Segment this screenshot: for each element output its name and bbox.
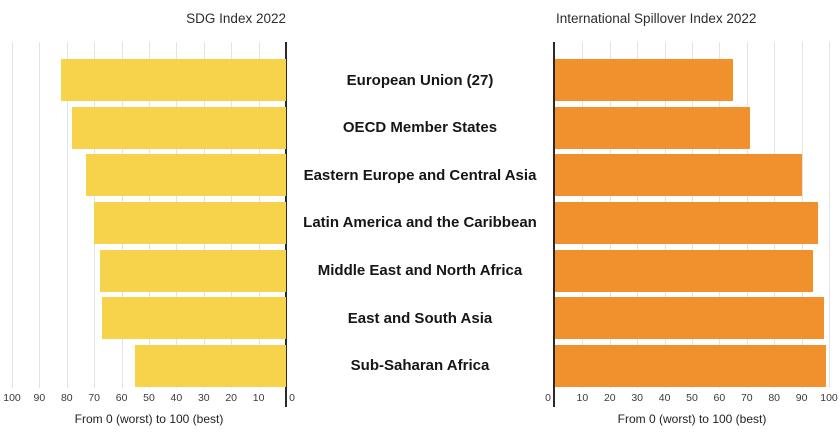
left-bar-east-and-south-asia <box>102 297 286 340</box>
right-tick-label-80: 80 <box>768 392 781 404</box>
left-tick-label-100: 100 <box>3 392 21 404</box>
region-label-oecd-member-states: OECD Member States <box>342 119 498 137</box>
left-tick-label-80: 80 <box>60 392 73 404</box>
right-tick-label-50: 50 <box>686 392 698 404</box>
right-gridline-100 <box>829 42 830 388</box>
left-axis-caption: From 0 (worst) to 100 (best) <box>74 412 224 426</box>
region-label-eastern-europe-and-central-asia: Eastern Europe and Central Asia <box>303 166 537 184</box>
right-tick-label-0: 0 <box>545 392 551 404</box>
region-label-east-and-south-asia: East and South Asia <box>347 309 493 327</box>
right-tick-label-30: 30 <box>631 392 644 404</box>
left-tick-label-0: 0 <box>289 392 295 404</box>
left-tick-label-90: 90 <box>33 392 46 404</box>
left-tick-label-40: 40 <box>170 392 183 404</box>
left-tick-label-60: 60 <box>115 392 128 404</box>
right-bar-middle-east-and-north-africa <box>555 249 813 292</box>
left-tick-label-70: 70 <box>88 392 101 404</box>
right-tick-label-20: 20 <box>603 392 616 404</box>
right-tick-label-60: 60 <box>713 392 726 404</box>
left-chart-zero-axis-line <box>285 42 287 407</box>
right-tick-label-10: 10 <box>576 392 589 404</box>
left-bar-middle-east-and-north-africa <box>99 249 286 292</box>
left-gridline-100 <box>12 42 13 388</box>
right-bar-european-union-27 <box>555 59 734 101</box>
left-tick-label-50: 50 <box>143 392 155 404</box>
left-bar-oecd-member-states <box>72 106 286 149</box>
left-chart-title: SDG Index 2022 <box>186 11 286 26</box>
region-label-european-union-27: European Union (27) <box>346 71 494 89</box>
region-label-middle-east-and-north-africa: Middle East and North Africa <box>317 262 523 280</box>
right-bar-east-and-south-asia <box>555 297 824 340</box>
left-bar-latin-america-and-the-caribbean <box>94 201 286 244</box>
left-tick-label-30: 30 <box>197 392 210 404</box>
region-label-latin-america-and-the-caribbean: Latin America and the Caribbean <box>303 214 537 232</box>
right-tick-label-100: 100 <box>820 392 838 404</box>
right-tick-label-40: 40 <box>658 392 671 404</box>
right-tick-label-70: 70 <box>740 392 753 404</box>
left-bar-european-union-27 <box>61 59 286 101</box>
right-bar-latin-america-and-the-caribbean <box>555 201 819 244</box>
right-chart-zero-axis-line <box>553 42 555 407</box>
right-axis-caption: From 0 (worst) to 100 (best) <box>617 412 767 426</box>
left-bar-eastern-europe-and-central-asia <box>85 154 286 197</box>
right-chart-title: International Spillover Index 2022 <box>556 11 757 26</box>
left-tick-label-20: 20 <box>225 392 238 404</box>
right-bar-oecd-member-states <box>555 106 750 149</box>
left-bar-sub-saharan-africa <box>135 344 286 387</box>
left-tick-label-10: 10 <box>252 392 265 404</box>
region-label-sub-saharan-africa: Sub-Saharan Africa <box>350 357 490 375</box>
right-bar-sub-saharan-africa <box>555 344 827 387</box>
left-gridline-90 <box>39 42 41 388</box>
left-gridline-80 <box>66 42 68 388</box>
right-bar-eastern-europe-and-central-asia <box>555 154 802 197</box>
right-tick-label-90: 90 <box>795 392 808 404</box>
